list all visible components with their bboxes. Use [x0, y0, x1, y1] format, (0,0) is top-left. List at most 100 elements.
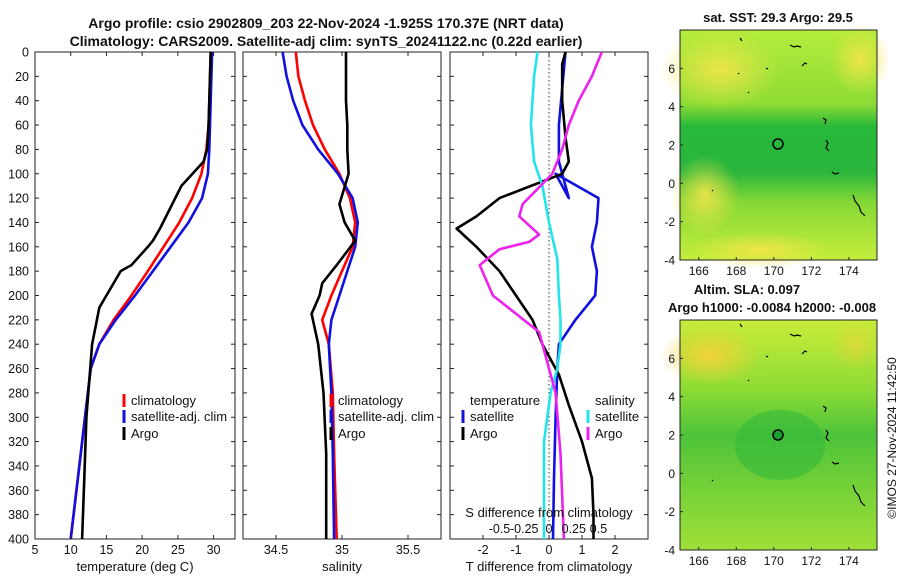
depth-tick-label: 60: [15, 119, 29, 133]
figure-title-line1: Argo profile: csio 2902809_203 22-Nov-20…: [88, 15, 563, 31]
difference-xlabel-top: S difference from climatology: [465, 505, 633, 520]
map-x-tick-label: 172: [801, 264, 821, 278]
x-tick-label: 35: [335, 543, 349, 557]
map-y-tick-label: -2: [664, 505, 675, 519]
sst-argo-marker: [772, 138, 784, 150]
figure-title-line2: Climatology: CARS2009. Satellite-adj cli…: [70, 33, 583, 49]
depth-axis: 0 20 40 60 80 100 120 140 160 180 200 220 240 260 280 3…: [8, 46, 29, 547]
x-tick-label: 5: [32, 543, 39, 557]
x-tick-label: 30: [207, 543, 221, 557]
legend-label-s-argo: Argo: [595, 426, 622, 441]
depth-tick-label: 280: [8, 386, 29, 400]
map-x-tick-label: 174: [839, 554, 859, 568]
legend-label-t-satellite: satellite: [470, 409, 514, 424]
legend-label-t-argo: Argo: [470, 426, 497, 441]
credit-timestamp: ©IMOS 27-Nov-2024 11:42:50: [885, 357, 899, 519]
sla-map-subtitle: Argo h1000: -0.0084 h2000: -0.008: [668, 300, 876, 315]
salinity-series: [281, 52, 360, 539]
legend-label-climatology: climatology: [338, 393, 404, 408]
series-line-argo: [80, 52, 212, 539]
depth-tick-label: 380: [8, 508, 29, 522]
depth-tick-label: 180: [8, 265, 29, 279]
depth-tick-label: 200: [8, 289, 29, 303]
sst-map: [660, 25, 890, 268]
x-tick-label: 34.5: [264, 543, 288, 557]
x-tick-label: 2: [612, 543, 619, 557]
depth-tick-label: 320: [8, 435, 29, 449]
depth-tick-label: 300: [8, 411, 29, 425]
sla-map-title: Altim. SLA: 0.097: [694, 282, 800, 297]
x-top-tick-label: -0.25: [510, 522, 539, 536]
sst-map-axis: -4 -2 0 2 4 6 166 168 170 172 174: [664, 62, 859, 278]
depth-tick-label: 140: [8, 216, 29, 230]
map-x-tick-label: 172: [801, 554, 821, 568]
series-line-temperature-satellite: [551, 52, 600, 539]
sla-map: [660, 319, 880, 551]
map-y-tick-label: 4: [668, 100, 675, 114]
map-y-tick-label: 0: [668, 467, 675, 481]
x-top-tick-label: 0: [546, 522, 553, 536]
series-line-salinity-argo: [478, 52, 604, 539]
x-tick-label: -1: [510, 543, 521, 557]
depth-tick-label: 40: [15, 94, 29, 108]
legend-label-satellite: satellite-adj. clim: [338, 409, 434, 424]
depth-tick-label: 80: [15, 143, 29, 157]
depth-tick-label: 240: [8, 338, 29, 352]
legend-title-salinity: salinity: [595, 393, 635, 408]
depth-tick-label: 360: [8, 484, 29, 498]
salinity-panel-frame: [242, 51, 442, 540]
depth-tick-label: 20: [15, 70, 29, 84]
map-x-tick-label: 170: [764, 554, 784, 568]
depth-tick-label: 0: [22, 46, 29, 60]
map-y-tick-label: 2: [668, 429, 675, 443]
depth-tick-label: 160: [8, 240, 29, 254]
x-top-tick-label: -0.5: [489, 522, 511, 536]
depth-tick-label: 260: [8, 362, 29, 376]
series-line-satellite-adj-clim: [281, 52, 360, 539]
x-tick-label: 0: [546, 543, 553, 557]
series-line-salinity-satellite: [529, 52, 562, 539]
x-tick-label: 25: [171, 543, 185, 557]
depth-tick-label: 220: [8, 313, 29, 327]
legend-label-climatology: climatology: [131, 393, 197, 408]
map-y-tick-label: -4: [664, 254, 675, 268]
legend-label-argo: Argo: [338, 426, 365, 441]
legend-label-argo: Argo: [131, 426, 158, 441]
x-top-tick-label: 0.5: [590, 522, 607, 536]
legend-label-s-satellite: satellite: [595, 409, 639, 424]
depth-tick-label: 340: [8, 459, 29, 473]
temperature-series: [69, 52, 214, 539]
map-x-tick-label: 168: [726, 264, 746, 278]
sst-map-title: sat. SST: 29.3 Argo: 29.5: [703, 10, 853, 25]
panel-ticks: 5 10 15 20 25 30 34.5 35 35.5 -2 -1 0 1 2 -0.5 -0.25 0 0.…: [32, 51, 648, 557]
salinity-legend: climatology satellite-adj. clim Argo: [329, 393, 434, 441]
map-x-tick-label: 166: [689, 554, 709, 568]
map-x-tick-label: 174: [839, 264, 859, 278]
map-x-tick-label: 168: [726, 554, 746, 568]
map-x-tick-label: 166: [689, 264, 709, 278]
x-top-tick-label: 0.25: [562, 522, 586, 536]
x-tick-label: 10: [64, 543, 78, 557]
map-y-tick-label: 6: [668, 352, 675, 366]
map-y-tick-label: 0: [668, 177, 675, 191]
temperature-legend: climatology satellite-adj. clim Argo: [122, 393, 227, 441]
legend-title-temperature: temperature: [470, 393, 540, 408]
map-y-tick-label: -2: [664, 215, 675, 229]
sla-map-axis: -4 -2 0 2 4 6 166 168 170 172 174: [664, 352, 859, 568]
map-y-tick-label: -4: [664, 544, 675, 558]
sla-argo-marker: [772, 429, 784, 441]
x-tick-label: 35.5: [396, 543, 420, 557]
sla-island-coastlines: [711, 323, 866, 507]
depth-tick-label: 400: [8, 533, 29, 547]
salinity-xlabel: salinity: [322, 559, 362, 574]
x-tick-label: 15: [99, 543, 113, 557]
x-tick-label: 20: [135, 543, 149, 557]
map-y-tick-label: 6: [668, 62, 675, 76]
difference-series: [455, 52, 604, 539]
difference-xlabel: T difference from climatology: [466, 559, 633, 574]
difference-legend: temperature satellite Argo salinity sate…: [461, 393, 639, 441]
series-line-argo: [310, 52, 357, 539]
map-y-tick-label: 4: [668, 390, 675, 404]
depth-tick-label: 120: [8, 192, 29, 206]
